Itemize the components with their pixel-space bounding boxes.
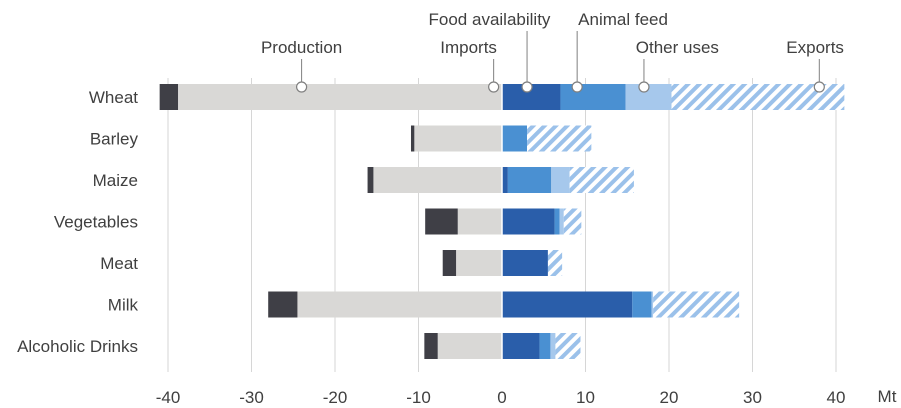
annotation-label-animal-feed: Animal feed — [578, 10, 668, 29]
bar-production-milk — [297, 291, 502, 318]
bar-food-availability-alcoholic-drinks — [502, 333, 540, 359]
x-tick-label: -30 — [239, 388, 264, 407]
x-tick-label: 30 — [743, 388, 762, 407]
bar-production-alcoholic-drinks — [437, 333, 502, 359]
bar-imports-milk — [268, 291, 298, 318]
annotation-marker-imports — [488, 81, 500, 93]
category-label-meat: Meat — [100, 254, 138, 273]
x-axis-tick-labels: -40 -30 -20 -10 0 10 20 30 40 — [156, 388, 846, 407]
annotation-label-production: Production — [261, 38, 342, 57]
annotation-label-other-uses: Other uses — [636, 38, 719, 57]
unit-label: Mt — [878, 387, 897, 406]
x-tick-label: 0 — [497, 388, 506, 407]
bar-other-uses-vegetables — [559, 208, 564, 235]
category-label-maize: Maize — [93, 171, 138, 190]
bar-production-maize — [373, 167, 502, 193]
annotation-marker-food-availability — [521, 81, 533, 93]
bar-exports-meat — [547, 250, 563, 276]
bar-imports-wheat — [159, 84, 179, 110]
bar-animal-feed-alcoholic-drinks — [539, 333, 551, 359]
bar-imports-meat — [442, 250, 457, 276]
bar-food-availability-meat — [502, 250, 548, 276]
bar-animal-feed-vegetables — [554, 208, 560, 235]
annotation-marker-other-uses — [638, 81, 650, 93]
bar-other-uses-maize — [551, 167, 570, 193]
category-label-alcoholic-drinks: Alcoholic Drinks — [17, 337, 138, 356]
series-annotations: Production Imports Food availability Animal… — [261, 10, 844, 93]
x-tick-label: -10 — [406, 388, 431, 407]
bars — [159, 78, 845, 372]
bar-imports-barley — [410, 125, 415, 152]
x-tick-label: -40 — [156, 388, 181, 407]
bar-production-wheat — [178, 84, 502, 110]
bar-production-barley — [414, 125, 502, 152]
bar-food-availability-milk — [502, 291, 633, 318]
category-labels: Wheat Barley Maize Vegetables Meat Milk Alcoho… — [17, 88, 138, 356]
category-label-milk: Milk — [108, 296, 139, 315]
bar-production-vegetables — [457, 208, 502, 235]
annotation-marker-animal-feed — [571, 81, 583, 93]
bar-other-uses-alcoholic-drinks — [550, 333, 556, 359]
x-tick-label: 10 — [576, 388, 595, 407]
bar-animal-feed-wheat — [560, 84, 626, 110]
annotation-label-food-availability: Food availability — [429, 10, 551, 29]
bar-imports-maize — [367, 167, 374, 193]
bar-exports-maize — [569, 167, 634, 193]
bar-food-availability-maize — [502, 167, 508, 193]
bar-production-meat — [456, 250, 502, 276]
annotation-label-exports: Exports — [786, 38, 844, 57]
bar-food-availability-vegetables — [502, 208, 555, 235]
bar-other-uses-milk — [651, 291, 654, 318]
x-tick-label: 20 — [660, 388, 679, 407]
bar-animal-feed-maize — [507, 167, 552, 193]
bar-imports-alcoholic-drinks — [424, 333, 438, 359]
category-label-wheat: Wheat — [89, 88, 138, 107]
category-label-vegetables: Vegetables — [54, 213, 138, 232]
annotation-label-imports: Imports — [440, 38, 497, 57]
x-tick-label: 40 — [827, 388, 846, 407]
bar-imports-vegetables — [425, 208, 458, 235]
bar-exports-barley — [527, 125, 592, 152]
x-tick-label: -20 — [323, 388, 348, 407]
bar-exports-alcoholic-drinks — [555, 333, 581, 359]
category-label-barley: Barley — [90, 130, 139, 149]
bar-exports-vegetables — [563, 208, 582, 235]
bar-exports-milk — [653, 291, 740, 318]
annotation-marker-exports — [813, 81, 825, 93]
bar-animal-feed-milk — [632, 291, 652, 318]
bar-animal-feed-barley — [502, 125, 528, 152]
annotation-marker-production — [296, 81, 308, 93]
